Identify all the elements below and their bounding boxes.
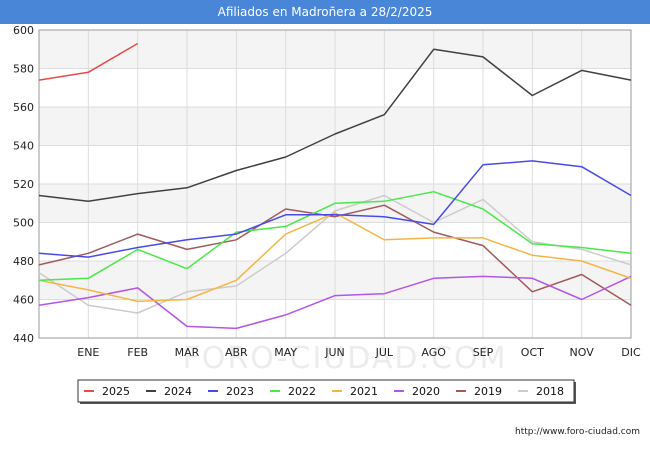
y-tick-label: 480	[13, 255, 34, 268]
y-tick-label: 460	[13, 294, 34, 307]
legend-label-2021: 2021	[350, 385, 378, 398]
legend-label-2019: 2019	[474, 385, 502, 398]
source-url: http://www.foro-ciudad.com	[515, 427, 640, 437]
x-tick-label: JUN	[324, 346, 345, 359]
series-line-2024	[38, 48, 632, 203]
chart-title: Afiliados en Madroñera a 28/2/2025	[217, 5, 433, 19]
y-tick-label: 600	[13, 24, 34, 37]
legend-label-2023: 2023	[226, 385, 254, 398]
x-tick-label: SEP	[473, 346, 494, 359]
legend-box	[77, 379, 575, 403]
watermark: FORO-CIUDAD.COM	[183, 341, 508, 376]
series-line-2021	[38, 212, 632, 303]
x-tick-label: ABR	[225, 346, 248, 359]
x-tick-label: AGO	[421, 346, 446, 359]
legend-label-2022: 2022	[288, 385, 316, 398]
y-tick-label: 540	[13, 140, 34, 153]
x-tick-label: MAY	[274, 346, 297, 359]
series-line-2019	[38, 204, 632, 306]
x-tick-label: FEB	[127, 346, 148, 359]
y-tick-label: 440	[13, 332, 34, 345]
x-tick-label: ENE	[77, 346, 99, 359]
x-tick-label: JUL	[375, 346, 394, 359]
legend-label-2025: 2025	[102, 385, 130, 398]
x-tick-label: NOV	[570, 346, 595, 359]
legend-label-2018: 2018	[536, 385, 564, 398]
x-tick-label: MAR	[175, 346, 200, 359]
x-tick-label: DIC	[621, 346, 641, 359]
series-line-2020	[38, 275, 632, 330]
y-tick-label: 500	[13, 217, 34, 230]
series-line-2018	[38, 194, 632, 314]
legend-label-2020: 2020	[412, 385, 440, 398]
y-tick-label: 520	[13, 178, 34, 191]
series-line-2023	[38, 160, 632, 258]
x-tick-label: OCT	[521, 346, 544, 359]
y-tick-label: 560	[13, 101, 34, 114]
series-line-2022	[38, 190, 632, 282]
y-tick-label: 580	[13, 63, 34, 76]
chart-title-bar: Afiliados en Madroñera a 28/2/2025	[0, 0, 650, 24]
series-line-2025	[38, 42, 139, 81]
plot-border	[38, 29, 632, 339]
legend-label-2024: 2024	[164, 385, 192, 398]
